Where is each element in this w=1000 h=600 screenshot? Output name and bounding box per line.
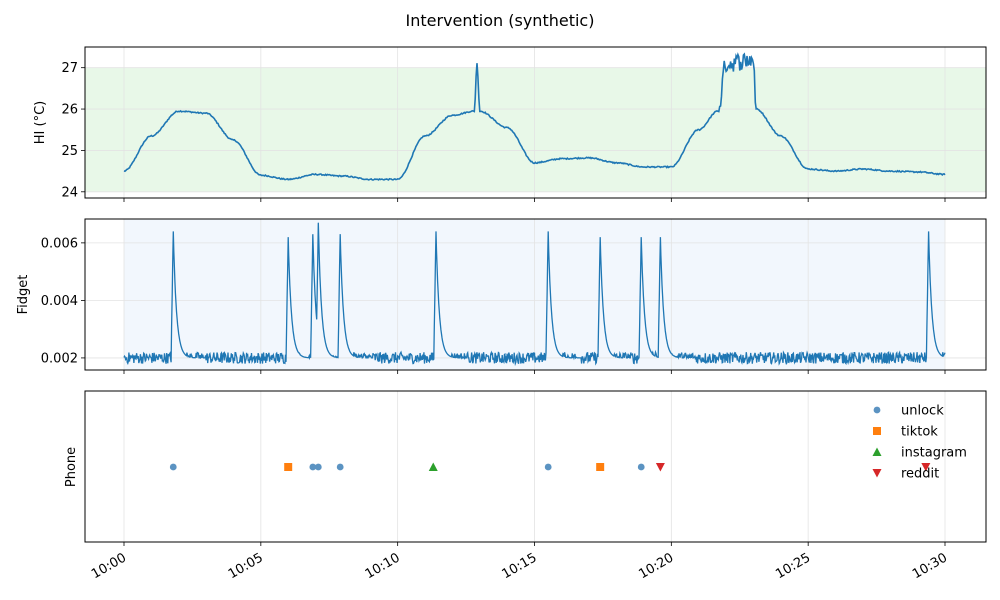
phone-xtick-label-0: 10:00: [89, 550, 129, 582]
legend-marker-tiktok: [873, 427, 881, 435]
phone-xtick-label-2: 10:10: [363, 550, 403, 582]
phone-xtick-label-3: 10:15: [500, 550, 540, 582]
phone-point-unlock-2: [314, 463, 322, 471]
panels: 24 25 26 27 HI (°C) 0.002 0.004 0.006 Fidget Phon…: [16, 46, 987, 582]
phone-point-reddit-1: [921, 463, 931, 472]
phone-point-reddit-0: [655, 463, 665, 472]
fidget-ytick-label-1: 0.004: [41, 294, 78, 309]
hi-series-line: [123, 52, 946, 181]
phone-xtick-label-6: 10:30: [910, 550, 950, 582]
fidget-frame: [84, 218, 987, 371]
phone-point-unlock-5: [637, 463, 645, 471]
hi-ylabel: HI (°C): [33, 101, 48, 144]
phone-xtick-label-4: 10:20: [636, 550, 676, 582]
fidget-ytick-label-2: 0.006: [41, 236, 78, 251]
hi-ytick-label-2: 26: [61, 103, 78, 118]
hi-ytick-label-3: 27: [61, 61, 78, 76]
legend-label-instagram: instagram: [901, 446, 967, 461]
hi-ytick-label-0: 24: [61, 185, 78, 200]
fidget-ytick-label-0: 0.002: [41, 351, 78, 366]
fidget-series-line: [123, 222, 946, 367]
phone-point-tiktok-0: [284, 463, 293, 471]
phone-point-unlock-1: [309, 463, 317, 471]
phone-xtick-label-1: 10:05: [226, 550, 266, 582]
chart-title: Intervention (synthetic): [406, 11, 595, 30]
legend-label-reddit: reddit: [901, 467, 939, 482]
hi-frame: [84, 46, 987, 199]
phone-point-unlock-3: [336, 463, 344, 471]
legend-marker-instagram: [872, 447, 882, 456]
phone-point-instagram-0: [428, 462, 438, 471]
phone-point-unlock-0: [169, 463, 177, 471]
hi-ytick-label-1: 25: [61, 144, 78, 159]
fidget-ylabel: Fidget: [16, 275, 31, 315]
hi-comfort-band: [85, 67, 986, 192]
legend-label-unlock: unlock: [901, 404, 944, 419]
phone-frame: [84, 390, 987, 543]
phone-xtick-label-5: 10:25: [773, 550, 813, 582]
legend-label-tiktok: tiktok: [901, 425, 938, 440]
legend-marker-reddit: [872, 469, 882, 478]
legend-marker-unlock: [873, 406, 881, 414]
phone-point-tiktok-1: [596, 463, 605, 471]
phone-ylabel: Phone: [64, 447, 79, 487]
phone-point-unlock-4: [544, 463, 552, 471]
